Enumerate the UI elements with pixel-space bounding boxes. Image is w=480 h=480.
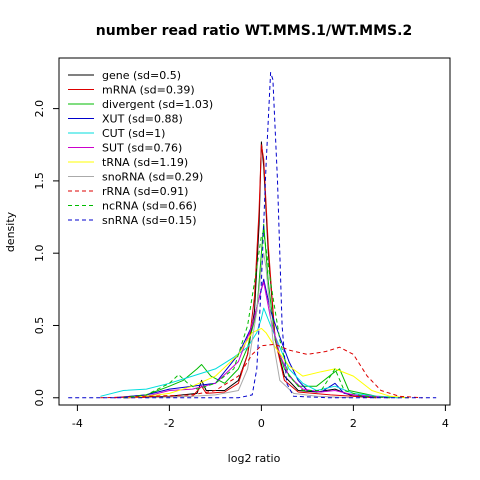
legend-label-7: snoRNA (sd=0.29) bbox=[102, 171, 203, 184]
y-tick-label-3: 1.5 bbox=[33, 172, 46, 190]
series-line-10 bbox=[68, 72, 437, 399]
y-tick-label-2: 1.0 bbox=[33, 244, 46, 262]
legend-label-6: tRNA (sd=1.19) bbox=[102, 156, 188, 169]
y-tick-label-4: 2.0 bbox=[33, 100, 46, 118]
y-tick-label-1: 0.5 bbox=[33, 317, 46, 335]
series-line-4 bbox=[100, 307, 400, 399]
legend-label-3: XUT (sd=0.88) bbox=[102, 113, 183, 126]
series-line-5 bbox=[114, 281, 391, 399]
y-axis-label: density bbox=[4, 211, 17, 252]
series-line-8 bbox=[100, 343, 423, 399]
legend-label-1: mRNA (sd=0.39) bbox=[102, 84, 195, 97]
legend-label-8: rRNA (sd=0.91) bbox=[102, 185, 188, 198]
series-line-9 bbox=[123, 231, 391, 399]
y-tick-label-0: 0.0 bbox=[33, 389, 46, 407]
x-axis: -4 -2 0 2 4 bbox=[72, 405, 449, 430]
y-axis: 0.0 0.5 1.0 1.5 2.0 bbox=[33, 100, 59, 407]
x-tick-label-0: -4 bbox=[72, 417, 83, 430]
chart-title: number read ratio WT.MMS.1/WT.MMS.2 bbox=[96, 23, 412, 39]
series-layer bbox=[68, 72, 437, 399]
x-tick-label-1: -2 bbox=[164, 417, 175, 430]
series-line-2 bbox=[114, 223, 409, 399]
plot-frame bbox=[58, 57, 451, 406]
legend-label-2: divergent (sd=1.03) bbox=[102, 98, 213, 111]
legend-label-4: CUT (sd=1) bbox=[102, 127, 165, 140]
legend-label-10: snRNA (sd=0.15) bbox=[102, 214, 197, 227]
legend-label-5: SUT (sd=0.76) bbox=[102, 142, 182, 155]
series-line-6 bbox=[123, 327, 409, 399]
legend-label-0: gene (sd=0.5) bbox=[102, 69, 181, 82]
x-tick-label-2: 0 bbox=[258, 417, 265, 430]
legend-label-9: ncRNA (sd=0.66) bbox=[102, 200, 197, 213]
x-tick-label-3: 2 bbox=[350, 417, 357, 430]
x-tick-label-4: 4 bbox=[442, 417, 449, 430]
x-axis-label: log2 ratio bbox=[228, 452, 281, 465]
legend: gene (sd=0.5) mRNA (sd=0.39)divergent (sd… bbox=[68, 69, 213, 227]
